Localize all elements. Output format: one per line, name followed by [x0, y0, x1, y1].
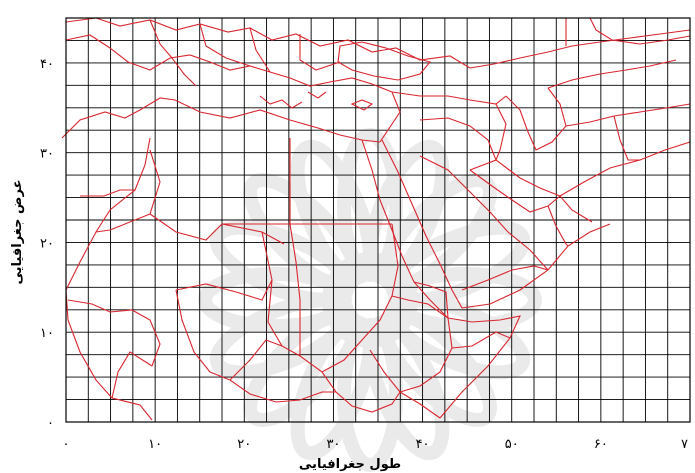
border-italy: [149, 19, 197, 87]
border-cyprus: [350, 99, 374, 111]
x-tick-label: ۴۰: [416, 437, 430, 452]
border-iran: [495, 103, 561, 197]
border-eritrea: [413, 281, 449, 319]
border-sudan: [289, 223, 399, 373]
coastline-persian-gulf: [469, 169, 593, 223]
y-axis-title: عرض جغرافیایی: [10, 180, 25, 285]
border-niger-nigeria: [175, 279, 273, 301]
coastline-iran-east: [559, 141, 691, 197]
x-tick-label: ۰: [63, 437, 70, 452]
coastline-caspian: [505, 87, 567, 151]
border-saudi-arabia: [419, 155, 549, 271]
border-iraq: [419, 117, 497, 171]
border-top-right: [565, 17, 691, 46]
border-ukraine: [299, 34, 341, 71]
border-mali: [109, 149, 161, 231]
border-kenya: [399, 391, 441, 419]
border-algeria-niger: [149, 213, 285, 245]
x-tick-label: ۲۰: [237, 437, 251, 452]
coastline-north-africa: [61, 97, 381, 143]
border-greece-islands: [259, 91, 327, 109]
x-tick-label: ۱۰: [148, 437, 162, 452]
border-west-sahara: [80, 189, 135, 233]
coastline-west-africa: [65, 137, 153, 421]
x-axis-title: طول جغرافیایی: [299, 457, 401, 472]
border-south-sudan: [321, 371, 401, 413]
x-tick-label: ۶۰: [594, 437, 608, 452]
watermark-rosette: [198, 128, 542, 472]
border-ethiopia: [369, 295, 453, 393]
coastline-red-sea-west: [361, 139, 449, 319]
border-chad: [261, 231, 301, 357]
watermark-petal: [290, 139, 377, 285]
coastline-europe: [65, 17, 471, 69]
x-tick-label: ۷: [681, 437, 688, 452]
border-car: [229, 379, 336, 403]
y-axis-ticks: ۰ ۱۰ ۲۰ ۳۰ ۴۰: [40, 57, 54, 431]
border-afghanistan: [565, 103, 691, 127]
coastline-mediterranean-north: [65, 34, 401, 143]
y-tick-label: ۴۰: [40, 57, 54, 72]
border-somalia: [451, 331, 511, 349]
y-tick-label: ۱۰: [40, 326, 54, 341]
coastline-horn-of-africa: [439, 315, 521, 419]
y-tick-label: ۰: [47, 416, 54, 431]
border-turkmenistan: [547, 59, 677, 89]
coastline-red-sea-east: [381, 139, 463, 309]
x-axis-ticks: ۰ ۱۰ ۲۰ ۳۰ ۴۰ ۵۰ ۶۰ ۷: [63, 437, 689, 452]
border-ivory-coast: [111, 351, 153, 399]
border-kazakhstan: [469, 29, 691, 69]
border-senegal-guinea: [67, 299, 161, 367]
y-tick-label: ۳۰: [40, 147, 54, 162]
border-oman: [547, 205, 569, 247]
x-tick-label: ۳۰: [326, 437, 340, 452]
border-balkans: [199, 23, 271, 73]
x-tick-label: ۵۰: [505, 437, 519, 452]
border-nigeria: [175, 289, 231, 381]
border-cameroon: [229, 339, 283, 381]
country-borders: [61, 17, 691, 421]
y-tick-label: ۲۰: [40, 236, 54, 251]
border-syria-turkey: [391, 91, 507, 105]
border-pakistan: [613, 115, 640, 161]
border-yemen: [461, 265, 549, 291]
coastline-black-sea: [337, 41, 431, 81]
plot-frame: [65, 17, 691, 423]
